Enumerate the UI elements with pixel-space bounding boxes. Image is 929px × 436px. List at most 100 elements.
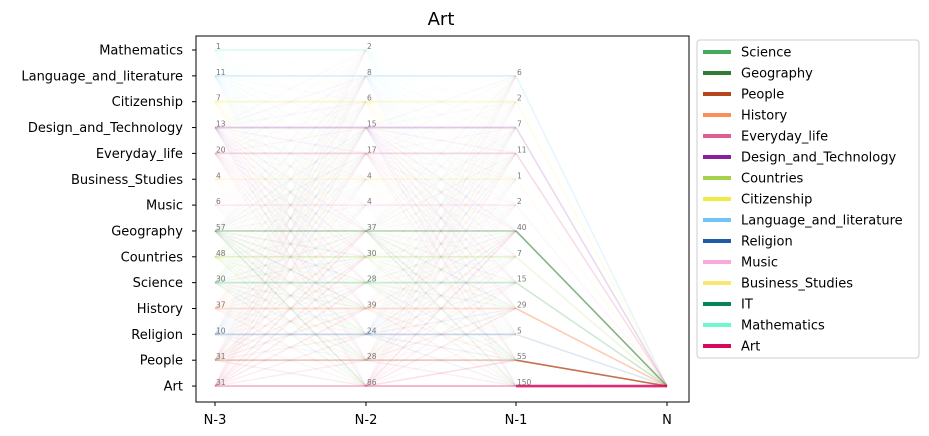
flow-line: [214, 152, 367, 284]
flow-line: [214, 359, 367, 387]
count-label: 31: [216, 378, 226, 387]
flow-line: [365, 307, 517, 361]
flow-line: [365, 256, 517, 361]
flow-line: [365, 282, 517, 387]
flow-line: [214, 152, 367, 232]
flow-line: [214, 230, 367, 335]
y-tick-label: Music: [146, 199, 183, 214]
flow-line: [365, 307, 517, 336]
flow-line: [214, 230, 367, 284]
flow-line: [515, 333, 668, 387]
flow-line: [214, 281, 367, 361]
flow-line: [214, 127, 367, 361]
legend-label: People: [741, 88, 784, 103]
flow-line: [214, 126, 367, 258]
flow-line: [214, 152, 367, 310]
flow-line: [365, 307, 517, 361]
flow-line: [214, 152, 367, 361]
flow-line: [214, 75, 367, 232]
flow-line: [214, 75, 367, 309]
flow-line: [214, 359, 367, 387]
y-tick-label: Language_and_literature: [21, 69, 183, 84]
count-label: 6: [367, 94, 372, 103]
flow-line: [365, 281, 517, 310]
flow-line: [365, 230, 517, 258]
flow-line: [214, 281, 367, 336]
flow-line: [214, 230, 367, 361]
flow-line: [365, 152, 517, 387]
flow-line: [365, 230, 517, 284]
count-label: 11: [216, 68, 226, 77]
flow-line: [214, 75, 367, 258]
flow-line: [214, 281, 367, 336]
flow-line: [365, 127, 517, 284]
flow-line: [214, 75, 367, 129]
count-label: 24: [367, 326, 377, 335]
legend-label: Art: [741, 340, 760, 355]
flow-line: [515, 359, 668, 387]
flow-line: [515, 256, 668, 387]
count-label: 1: [216, 42, 221, 51]
count-label: 28: [367, 352, 377, 361]
count-label: 4: [367, 197, 372, 206]
count-label: 55: [517, 352, 527, 361]
legend-label: History: [741, 109, 788, 124]
y-axis: Mathematics Language_and_literature Citize…: [21, 44, 196, 395]
flow-line: [365, 152, 517, 310]
flow-line: [214, 256, 367, 361]
legend-label: Music: [741, 256, 778, 271]
legend-frame: [696, 39, 920, 359]
flow-line: [214, 127, 367, 335]
legend-label: Religion: [741, 235, 793, 250]
flow-line: [365, 152, 517, 258]
flow-line: [214, 230, 367, 387]
flow-line: [515, 204, 668, 387]
count-label: 17: [367, 145, 377, 154]
flow-line: [214, 333, 367, 361]
flow-line: [365, 307, 517, 387]
legend-label: Citizenship: [741, 193, 812, 208]
flow-line: [214, 256, 367, 361]
flow-line: [214, 230, 367, 361]
flow-line: [365, 152, 517, 361]
y-tick-label: Everyday_life: [96, 147, 183, 162]
flow-line: [214, 281, 367, 310]
flow-line: [365, 256, 517, 387]
flow-line: [365, 281, 517, 310]
flow-line: [214, 230, 367, 258]
count-label: 2: [517, 197, 522, 206]
count-label: 31: [216, 352, 226, 361]
flow-line: [214, 281, 367, 361]
legend-label: Business_Studies: [741, 277, 853, 292]
y-tick-label: People: [140, 354, 183, 369]
flow-line: [214, 281, 367, 310]
flow-line: [214, 152, 367, 310]
flow-line: [365, 127, 517, 387]
flow-line: [214, 127, 367, 387]
flow-line: [214, 152, 367, 335]
count-label: 86: [367, 378, 377, 387]
flow-line: [365, 230, 517, 284]
flow-line: [365, 152, 517, 284]
flow-line: [214, 333, 367, 387]
x-tick-label: N-2: [355, 413, 378, 428]
count-label: 7: [517, 249, 522, 258]
count-label: 6: [517, 68, 522, 77]
flow-line: [365, 230, 517, 361]
x-tick-label: N-1: [505, 413, 528, 428]
count-label: 28: [367, 275, 377, 284]
flow-line: [214, 75, 367, 387]
flow-line: [365, 333, 517, 361]
flow-line: [214, 256, 367, 310]
flow-line: [365, 359, 517, 387]
legend-label: Design_and_Technology: [741, 151, 896, 166]
y-tick-label: Mathematics: [99, 44, 183, 59]
flow-line: [515, 230, 668, 387]
flow-line: [214, 230, 367, 310]
count-label: 5: [517, 326, 522, 335]
flow-line: [365, 256, 517, 284]
flow-line: [214, 256, 367, 336]
count-label: 6: [216, 197, 221, 206]
count-label: 4: [367, 171, 372, 180]
